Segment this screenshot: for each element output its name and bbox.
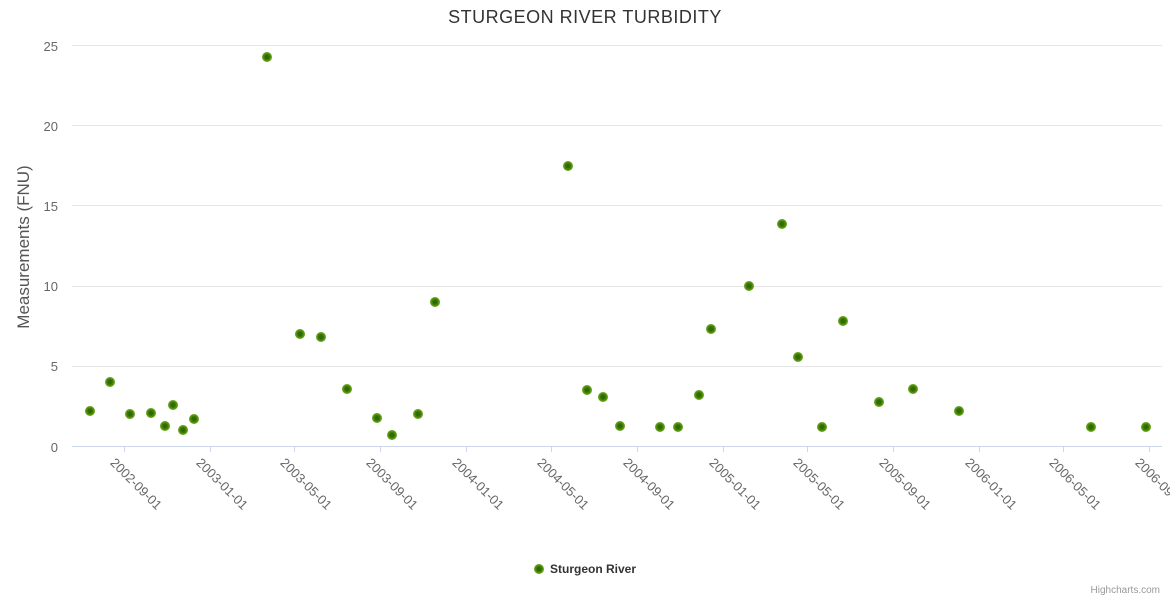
data-point[interactable] <box>598 391 609 402</box>
y-tick-label: 10 <box>43 279 58 295</box>
x-tick-label: 2004-01-01 <box>449 454 507 513</box>
data-point[interactable] <box>413 409 424 420</box>
data-point[interactable] <box>793 351 804 362</box>
x-tick-mark <box>465 446 467 452</box>
grid-line-y-5 <box>72 365 1162 367</box>
grid-line-y-10 <box>72 285 1162 287</box>
highcharts-credit-link[interactable]: Highcharts.com <box>1090 585 1160 596</box>
y-tick-label: 25 <box>43 38 58 54</box>
data-point[interactable] <box>159 420 170 431</box>
x-tick-mark <box>722 446 724 452</box>
x-axis-line <box>72 446 1162 447</box>
x-tick-mark <box>380 446 382 452</box>
data-point[interactable] <box>672 422 683 433</box>
legend-series-name: Sturgeon River <box>549 562 636 576</box>
x-tick-mark <box>1062 446 1064 452</box>
x-tick-mark <box>209 446 211 452</box>
data-point[interactable] <box>615 420 626 431</box>
x-tick-label: 2005-09-01 <box>876 454 935 513</box>
x-tick-mark <box>893 446 895 452</box>
data-point[interactable] <box>874 396 885 407</box>
data-point[interactable] <box>562 160 573 171</box>
data-point[interactable] <box>1141 422 1152 433</box>
data-point[interactable] <box>124 409 135 420</box>
data-point[interactable] <box>84 406 95 417</box>
x-tick-mark <box>806 446 808 452</box>
x-tick-mark <box>637 446 639 452</box>
x-tick-label: 2005-01-01 <box>706 454 764 513</box>
data-point[interactable] <box>430 297 441 308</box>
chart-title: STURGEON RIVER TURBIDITY <box>448 7 722 27</box>
data-point[interactable] <box>145 407 156 418</box>
data-point[interactable] <box>168 399 179 410</box>
data-point[interactable] <box>387 430 398 441</box>
x-tick-mark <box>978 446 980 452</box>
data-point[interactable] <box>105 377 116 388</box>
x-tick-label: 2006-09-01 <box>1132 454 1170 513</box>
data-point[interactable] <box>341 383 352 394</box>
data-point[interactable] <box>655 422 666 433</box>
y-tick-label: 5 <box>50 359 58 375</box>
x-tick-label: 2006-01-01 <box>962 454 1020 513</box>
x-tick-label: 2002-09-01 <box>107 454 166 513</box>
data-point[interactable] <box>743 281 754 292</box>
data-point[interactable] <box>837 316 848 327</box>
legend-item-sturgeon-river[interactable]: Sturgeon River <box>0 562 1170 576</box>
y-axis-title: Measurements (FNU) <box>14 165 33 329</box>
legend-marker-icon <box>533 564 544 574</box>
data-point[interactable] <box>178 425 189 436</box>
data-point[interactable] <box>1085 422 1096 433</box>
y-tick-label: 0 <box>50 439 58 455</box>
x-tick-label: 2003-09-01 <box>363 454 422 513</box>
x-tick-mark <box>1149 446 1151 452</box>
x-tick-label: 2005-05-01 <box>790 454 848 513</box>
data-point[interactable] <box>954 406 964 417</box>
x-tick-mark <box>294 446 296 452</box>
grid-line-y-25 <box>72 45 1162 46</box>
grid-line-y-15 <box>72 205 1162 207</box>
data-point[interactable] <box>582 385 593 396</box>
data-point[interactable] <box>777 218 788 229</box>
data-point[interactable] <box>371 412 382 423</box>
grid-line-y-20 <box>72 125 1162 127</box>
y-tick-label: 15 <box>43 198 58 214</box>
data-point[interactable] <box>188 414 199 425</box>
data-point[interactable] <box>817 422 828 433</box>
x-tick-label: 2006-05-01 <box>1046 454 1104 513</box>
data-point[interactable] <box>261 51 272 62</box>
y-tick-label: 20 <box>43 118 58 134</box>
data-point[interactable] <box>705 324 716 335</box>
x-tick-label: 2004-09-01 <box>620 454 679 513</box>
x-tick-mark <box>124 446 126 452</box>
data-point[interactable] <box>315 332 326 343</box>
data-point[interactable] <box>693 390 704 401</box>
x-tick-label: 2004-05-01 <box>534 454 592 513</box>
data-point[interactable] <box>295 329 306 340</box>
x-tick-label: 2003-05-01 <box>277 454 336 513</box>
data-point[interactable] <box>908 383 919 394</box>
x-tick-label: 2003-01-01 <box>193 454 251 513</box>
x-tick-mark <box>550 446 552 452</box>
